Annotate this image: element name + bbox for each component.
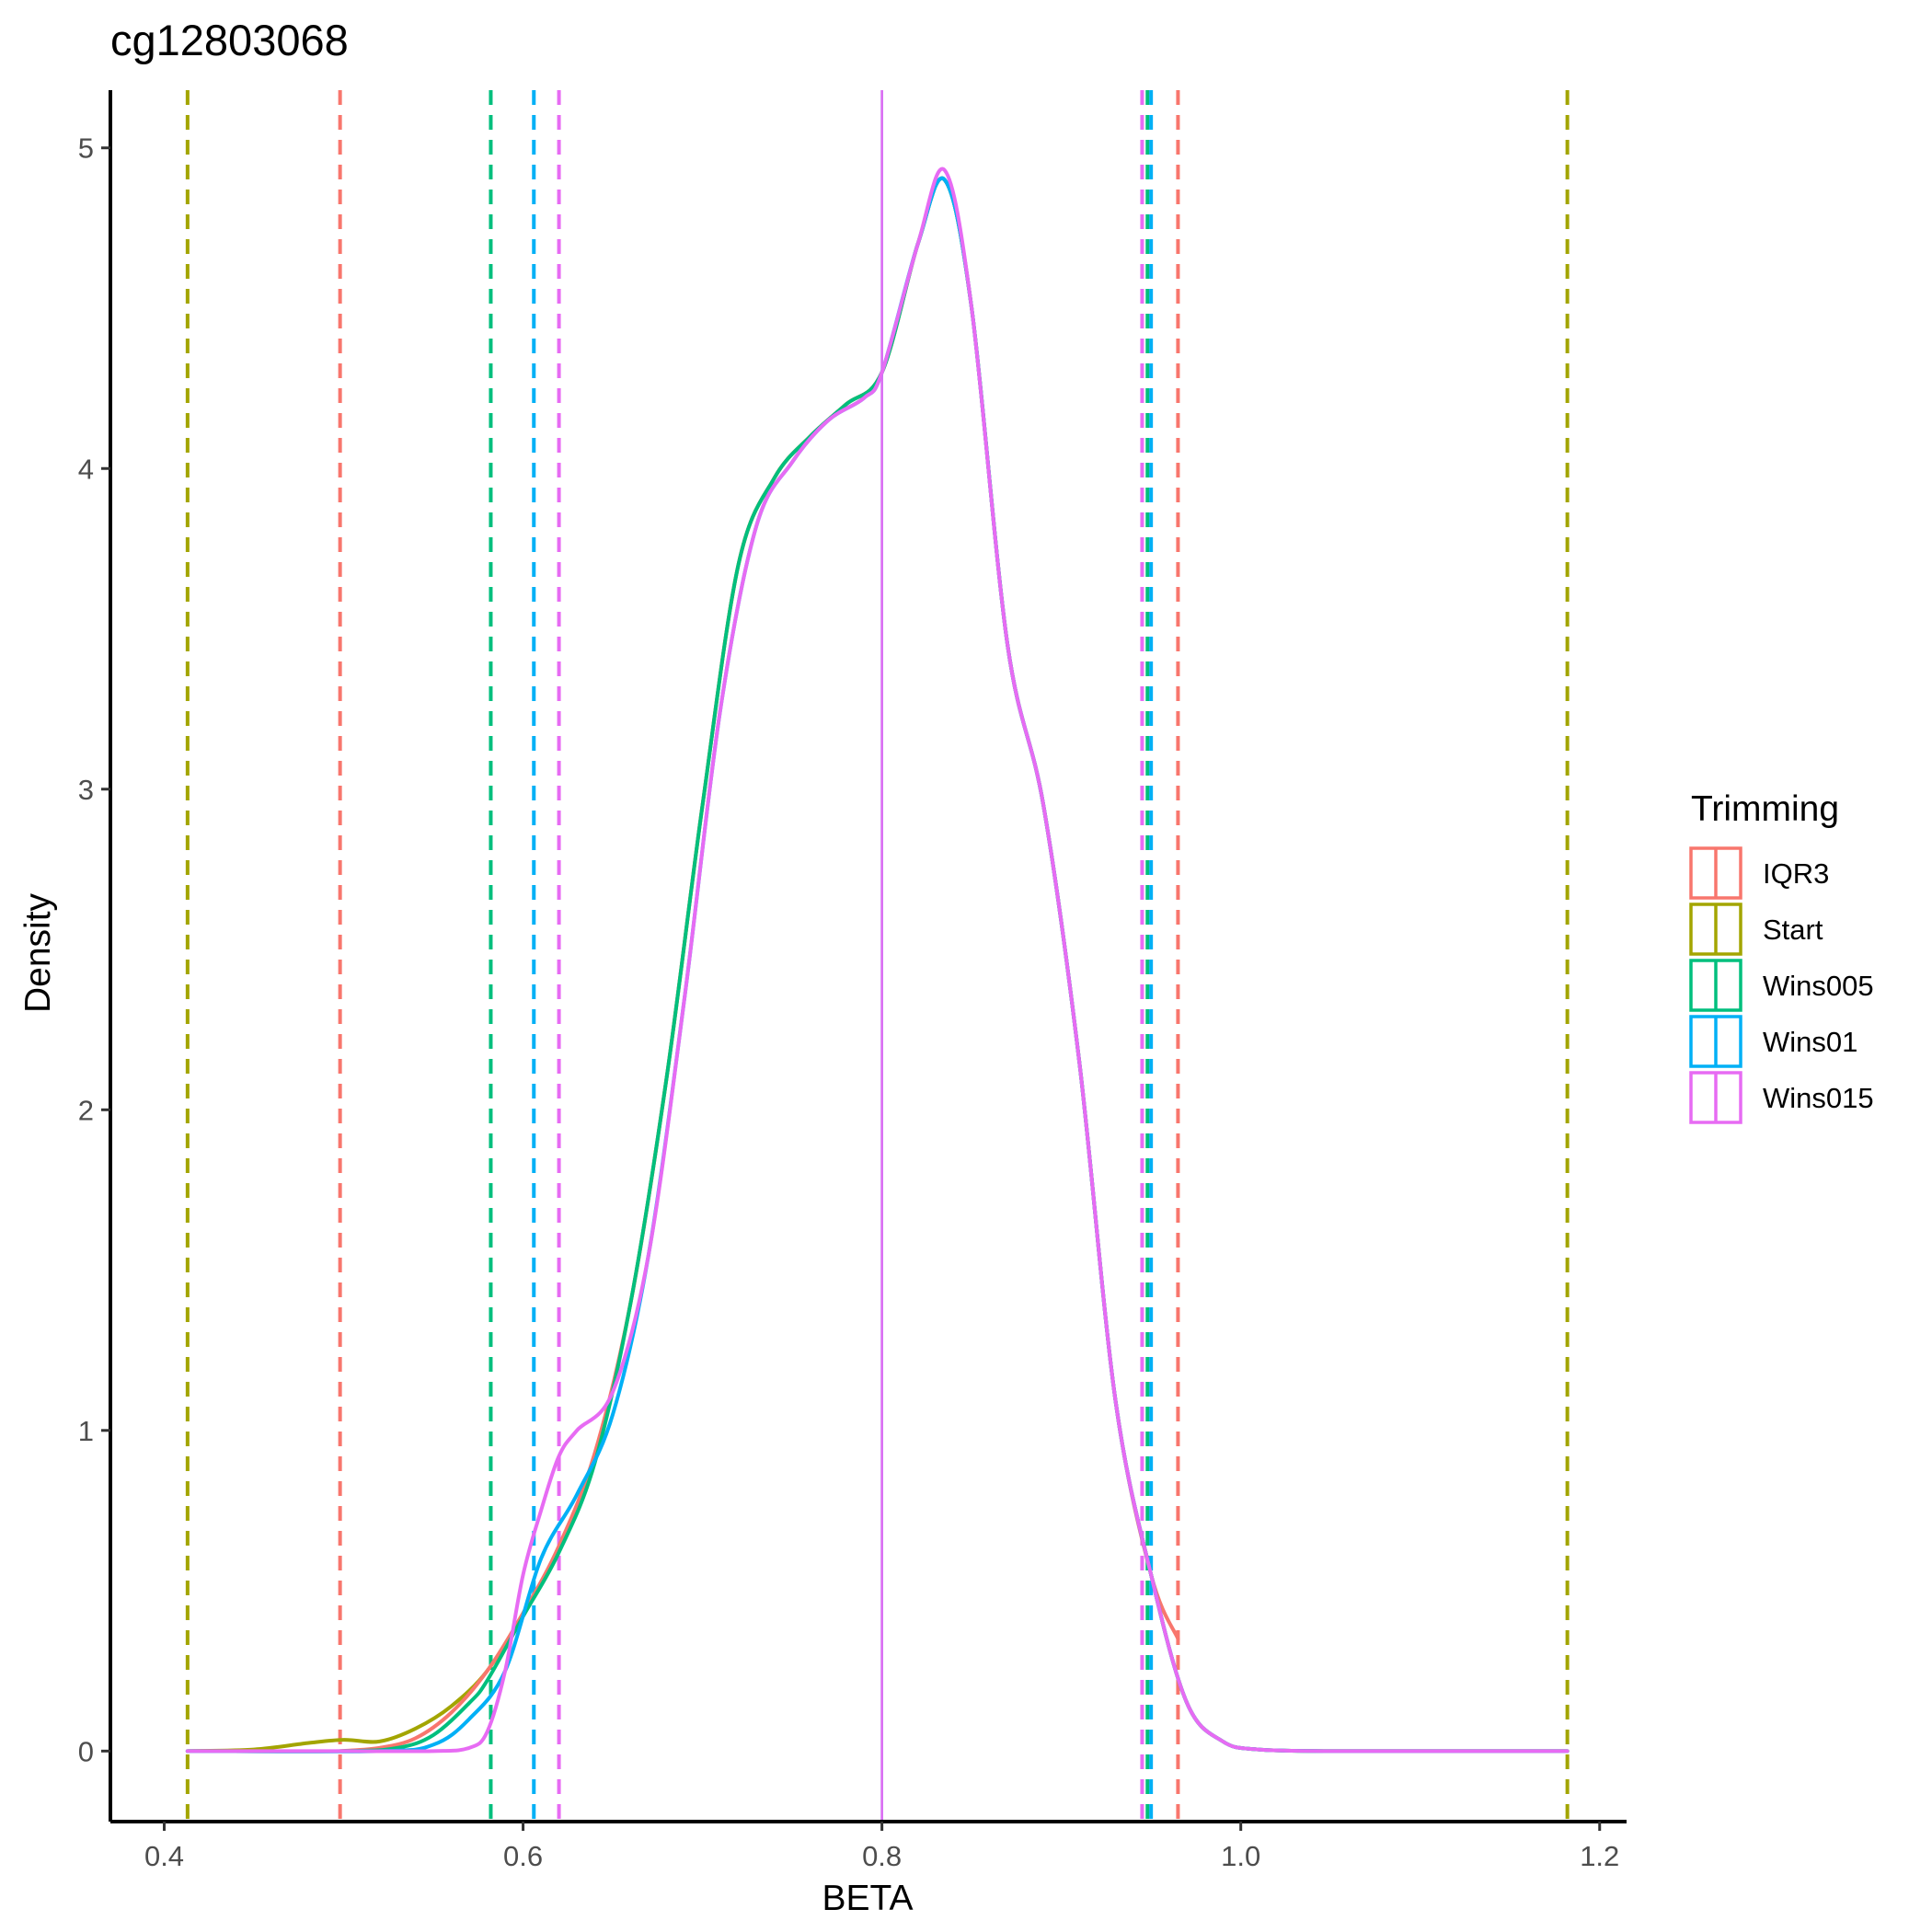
y-tick-label: 1 xyxy=(78,1415,94,1447)
density-curve-iqr3 xyxy=(338,176,1180,1754)
legend: Trimming IQR3 Start Wins005 Wins01 Wins015 xyxy=(1689,789,1874,1124)
x-tick-label: 0.6 xyxy=(503,1840,543,1872)
density-curve-start xyxy=(185,176,1570,1754)
legend-label: IQR3 xyxy=(1763,857,1829,890)
density-curve-wins01 xyxy=(185,176,1570,1754)
x-tick-label: 1.2 xyxy=(1580,1840,1619,1872)
x-tick-label: 0.8 xyxy=(862,1840,902,1872)
legend-item-wins005: Wins005 xyxy=(1689,959,1874,1012)
y-tick-label: 0 xyxy=(78,1735,94,1767)
y-axis-title: Density xyxy=(18,892,58,1013)
y-axis-ticks: 0 1 2 3 4 5 xyxy=(78,132,110,1767)
axes xyxy=(109,90,1627,1823)
legend-label: Start xyxy=(1763,914,1823,946)
legend-label: Wins005 xyxy=(1763,970,1874,1002)
y-tick-label: 3 xyxy=(78,774,94,806)
density-curve-wins005 xyxy=(185,176,1570,1754)
density-curves xyxy=(185,167,1570,1754)
vertical-reference-lines xyxy=(185,90,1570,1822)
legend-item-wins015: Wins015 xyxy=(1689,1071,1874,1124)
x-axis-ticks: 0.4 0.6 0.8 1.0 1.2 xyxy=(144,1822,1619,1872)
x-axis-title: BETA xyxy=(822,1879,914,1918)
chart-title: cg12803068 xyxy=(110,16,349,64)
x-tick-label: 0.4 xyxy=(144,1840,184,1872)
density-curve-wins015 xyxy=(185,167,1570,1754)
legend-label: Wins015 xyxy=(1763,1082,1874,1114)
legend-items: IQR3 Start Wins005 Wins01 Wins015 xyxy=(1689,846,1874,1124)
legend-item-wins01: Wins01 xyxy=(1689,1015,1857,1068)
legend-item-start: Start xyxy=(1689,903,1823,956)
legend-title: Trimming xyxy=(1691,789,1839,829)
y-tick-label: 5 xyxy=(78,132,94,165)
y-tick-label: 2 xyxy=(78,1094,94,1126)
x-tick-label: 1.0 xyxy=(1221,1840,1260,1872)
y-tick-label: 4 xyxy=(78,453,94,485)
legend-item-iqr3: IQR3 xyxy=(1689,846,1829,900)
legend-label: Wins01 xyxy=(1763,1026,1857,1058)
